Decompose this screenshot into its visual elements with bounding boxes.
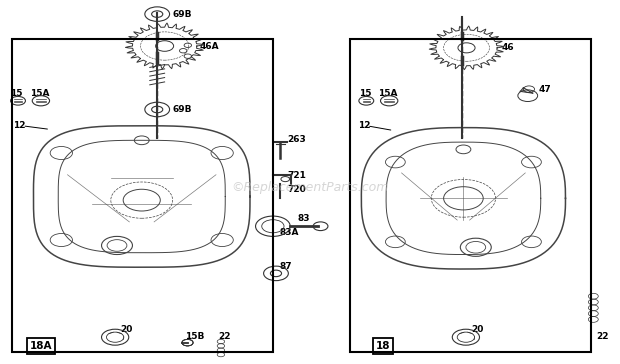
- Text: 720: 720: [287, 186, 306, 194]
- Text: 46A: 46A: [199, 41, 219, 51]
- Text: 83: 83: [298, 214, 310, 223]
- Text: 15: 15: [360, 89, 372, 98]
- Text: 69B: 69B: [172, 105, 192, 114]
- Text: 12: 12: [13, 121, 25, 130]
- Text: 22: 22: [596, 332, 609, 341]
- Bar: [12, 39, 273, 352]
- Text: 87: 87: [279, 262, 291, 271]
- Text: 47: 47: [539, 86, 552, 94]
- Text: 83A: 83A: [279, 228, 299, 237]
- Text: 20: 20: [120, 325, 133, 335]
- Text: 22: 22: [218, 332, 231, 341]
- Text: 15A: 15A: [30, 89, 50, 98]
- Text: 46: 46: [502, 43, 515, 52]
- Text: 15: 15: [10, 89, 22, 98]
- Text: 69B: 69B: [172, 9, 192, 19]
- Text: 18A: 18A: [30, 341, 52, 351]
- Text: 15B: 15B: [185, 332, 205, 341]
- Text: 20: 20: [471, 325, 483, 335]
- Bar: [350, 39, 591, 352]
- Text: 263: 263: [287, 135, 306, 144]
- Text: 721: 721: [287, 171, 306, 180]
- Text: 18: 18: [376, 341, 390, 351]
- Text: ©ReplacementParts.com: ©ReplacementParts.com: [231, 181, 389, 194]
- Text: 12: 12: [358, 121, 371, 130]
- Text: 15A: 15A: [378, 89, 397, 98]
